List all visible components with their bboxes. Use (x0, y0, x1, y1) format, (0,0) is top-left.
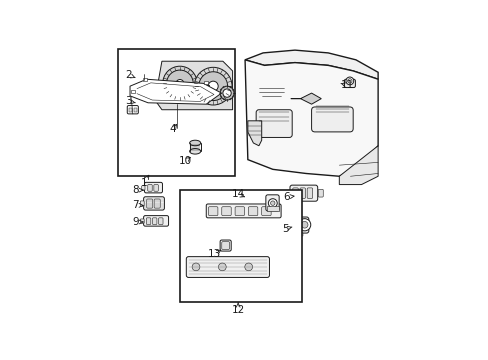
FancyBboxPatch shape (299, 188, 305, 198)
Bar (133, 108, 137, 112)
Circle shape (163, 66, 197, 100)
Circle shape (208, 81, 218, 91)
Text: 3: 3 (125, 96, 132, 107)
Polygon shape (155, 61, 232, 110)
Ellipse shape (189, 140, 200, 146)
Text: 14: 14 (231, 189, 244, 199)
FancyBboxPatch shape (152, 218, 157, 225)
Text: 13: 13 (207, 249, 221, 259)
Circle shape (268, 199, 277, 208)
FancyBboxPatch shape (140, 201, 144, 207)
FancyBboxPatch shape (147, 185, 152, 191)
Circle shape (346, 77, 353, 85)
Circle shape (218, 263, 226, 271)
Circle shape (301, 221, 307, 228)
FancyBboxPatch shape (208, 207, 218, 216)
Text: 9: 9 (132, 217, 139, 227)
Bar (300, 233, 303, 236)
FancyBboxPatch shape (261, 207, 270, 216)
Polygon shape (339, 146, 377, 185)
FancyBboxPatch shape (127, 105, 138, 114)
FancyBboxPatch shape (143, 197, 164, 210)
Text: 5: 5 (282, 224, 288, 234)
FancyBboxPatch shape (289, 185, 317, 201)
Circle shape (194, 67, 232, 105)
FancyBboxPatch shape (222, 207, 231, 216)
FancyBboxPatch shape (306, 188, 312, 198)
Circle shape (176, 80, 183, 87)
Circle shape (223, 89, 231, 97)
Bar (203, 81, 208, 84)
Circle shape (298, 219, 310, 231)
Polygon shape (244, 60, 377, 176)
Text: 8: 8 (132, 185, 139, 195)
Bar (192, 85, 208, 93)
Text: 11: 11 (340, 80, 353, 90)
Bar (266, 206, 278, 211)
Polygon shape (244, 50, 377, 79)
Circle shape (270, 201, 274, 205)
FancyBboxPatch shape (143, 216, 168, 226)
Text: 2: 2 (125, 70, 132, 80)
Text: 1: 1 (140, 178, 147, 188)
FancyBboxPatch shape (235, 207, 244, 216)
Bar (117, 49, 235, 176)
FancyBboxPatch shape (154, 199, 160, 208)
FancyBboxPatch shape (186, 257, 269, 278)
FancyBboxPatch shape (222, 242, 229, 249)
FancyBboxPatch shape (146, 199, 152, 208)
Bar (292, 233, 294, 236)
Polygon shape (247, 121, 261, 146)
FancyBboxPatch shape (206, 204, 281, 218)
Circle shape (220, 86, 233, 100)
Text: 10: 10 (179, 156, 192, 166)
FancyBboxPatch shape (140, 219, 144, 223)
FancyBboxPatch shape (344, 79, 355, 87)
Ellipse shape (189, 149, 200, 154)
FancyBboxPatch shape (158, 218, 163, 225)
Bar (130, 90, 135, 93)
FancyBboxPatch shape (311, 107, 352, 132)
FancyBboxPatch shape (318, 189, 323, 197)
FancyBboxPatch shape (142, 186, 145, 190)
FancyBboxPatch shape (220, 240, 231, 251)
FancyBboxPatch shape (154, 185, 158, 191)
Bar (180, 190, 301, 302)
Circle shape (192, 263, 200, 271)
Text: 7: 7 (132, 201, 139, 210)
Circle shape (244, 263, 252, 271)
FancyBboxPatch shape (265, 195, 279, 211)
Text: 12: 12 (231, 305, 244, 315)
FancyBboxPatch shape (248, 207, 257, 216)
Bar (296, 233, 299, 236)
FancyBboxPatch shape (144, 183, 162, 193)
FancyBboxPatch shape (146, 218, 150, 225)
FancyBboxPatch shape (256, 110, 292, 138)
Circle shape (198, 72, 227, 100)
Text: 6: 6 (283, 192, 289, 202)
FancyBboxPatch shape (292, 188, 298, 198)
Bar (142, 78, 146, 81)
Circle shape (347, 79, 351, 83)
Circle shape (166, 70, 193, 97)
FancyBboxPatch shape (290, 217, 308, 233)
Bar (129, 108, 132, 112)
Polygon shape (130, 79, 221, 104)
Polygon shape (290, 93, 321, 104)
Text: 4: 4 (169, 124, 176, 134)
